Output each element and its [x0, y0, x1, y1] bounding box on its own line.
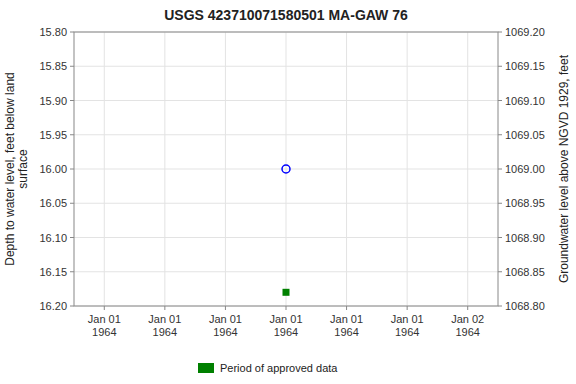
chart: 15.80 15.85 15.90 15.95 16.00 16.05 16.10 16.15…: [0, 0, 576, 384]
plot-frame: [74, 32, 498, 306]
tick-label: 16.05: [39, 197, 67, 209]
tick-label: 1069.05: [505, 129, 545, 141]
text-line: Depth to water level, feet below land: [3, 72, 17, 265]
grid-line: [164, 32, 165, 306]
tick-mark: [498, 32, 502, 33]
point: [282, 165, 290, 173]
tick-mark: [467, 306, 468, 310]
tick-mark: [498, 271, 502, 272]
grid-line: [225, 32, 226, 306]
tick-label: 1069.00: [505, 163, 545, 175]
tick-label: 16.10: [39, 232, 67, 244]
tick-mark: [70, 100, 74, 101]
tick-mark: [70, 32, 74, 33]
tick-mark: [70, 134, 74, 135]
tick-label: 1069.10: [505, 95, 545, 107]
text-line: 1964: [395, 326, 419, 338]
tick-mark: [498, 134, 502, 135]
text-line: Jan 01: [148, 313, 181, 325]
text-line: surface: [16, 149, 30, 189]
tick-mark: [498, 66, 502, 67]
tick-mark: [346, 306, 347, 310]
text-line: Jan 01: [88, 313, 121, 325]
tick-mark: [498, 203, 502, 204]
tick-mark: [286, 306, 287, 310]
tick-mark: [70, 169, 74, 170]
tick-label: 15.95: [39, 129, 67, 141]
tick-mark: [70, 306, 74, 307]
tick-label: 1068.80: [505, 300, 545, 312]
tick-label: Jan 011964: [269, 313, 302, 338]
grid-line: [467, 32, 468, 306]
tick-label: 16.20: [39, 300, 67, 312]
text-line: 1964: [455, 326, 479, 338]
tick-mark: [104, 306, 105, 310]
text-line: Jan 02: [451, 313, 484, 325]
tick-mark: [70, 271, 74, 272]
text-line: Jan 01: [209, 313, 242, 325]
text-line: Jan 01: [391, 313, 424, 325]
tick-label: Jan 011964: [391, 313, 424, 338]
tick-label: Jan 011964: [88, 313, 121, 338]
text-line: 1964: [153, 326, 177, 338]
tick-label: Jan 011964: [330, 313, 363, 338]
tick-mark: [498, 306, 502, 307]
point: [283, 289, 290, 296]
tick-label: 16.00: [39, 163, 67, 175]
grid-line: [104, 32, 105, 306]
tick-mark: [498, 100, 502, 101]
legend: Period of approved data: [198, 362, 338, 374]
axis-label: Groundwater level above NGVD 1929, feet: [557, 54, 571, 283]
tick-mark: [164, 306, 165, 310]
tick-mark: [225, 306, 226, 310]
tick-mark: [407, 306, 408, 310]
text-line: 1964: [274, 326, 298, 338]
text-line: 1964: [92, 326, 116, 338]
tick-label: Jan 021964: [451, 313, 484, 338]
tick-mark: [70, 203, 74, 204]
legend-swatch: [198, 363, 214, 373]
tick-mark: [70, 66, 74, 67]
text-line: Jan 01: [330, 313, 363, 325]
tick-label: 15.85: [39, 60, 67, 72]
tick-label: 1069.20: [505, 26, 545, 38]
tick-label: 1068.90: [505, 232, 545, 244]
tick-mark: [498, 237, 502, 238]
axis-label: Depth to water level, feet below landsur…: [3, 72, 30, 265]
grid-line: [407, 32, 408, 306]
tick-label: 1069.15: [505, 60, 545, 72]
tick-label: Jan 011964: [148, 313, 181, 338]
tick-label: 15.90: [39, 95, 67, 107]
background: [0, 0, 576, 384]
tick-label: 16.15: [39, 266, 67, 278]
grid-line: [346, 32, 347, 306]
tick-label: Jan 011964: [209, 313, 242, 338]
text-line: 1964: [334, 326, 358, 338]
tick-label: 1068.85: [505, 266, 545, 278]
text-line: 1964: [213, 326, 237, 338]
title: USGS 423710071580501 MA-GAW 76: [164, 7, 408, 23]
tick-mark: [498, 169, 502, 170]
tick-label: 15.80: [39, 26, 67, 38]
tick-label: 1068.95: [505, 197, 545, 209]
tick-mark: [70, 237, 74, 238]
legend-label: Period of approved data: [220, 362, 338, 374]
text-line: Jan 01: [269, 313, 302, 325]
marks: [282, 165, 290, 296]
grid-line: [286, 32, 287, 306]
grid: [74, 32, 498, 306]
